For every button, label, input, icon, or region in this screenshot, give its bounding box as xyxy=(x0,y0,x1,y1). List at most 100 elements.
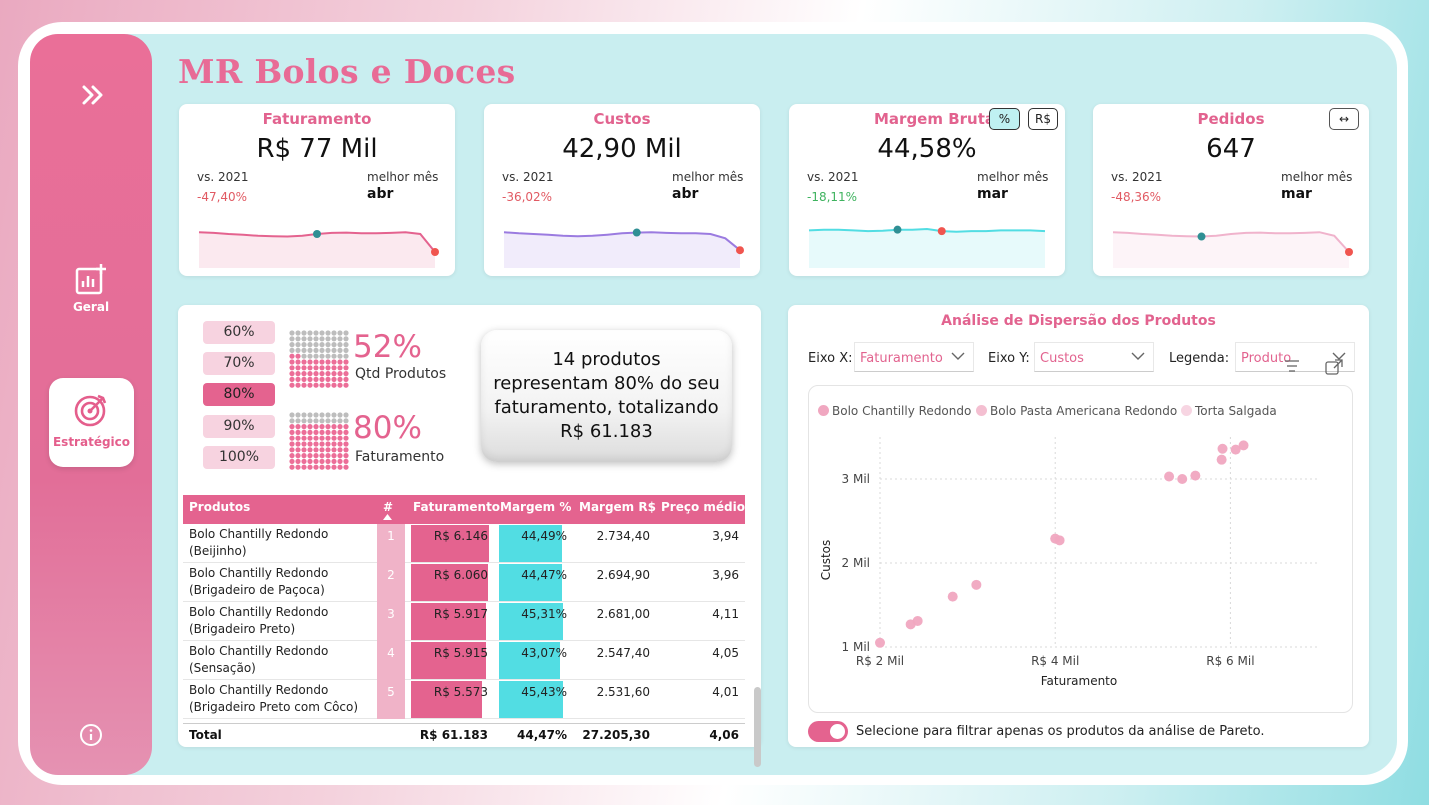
table-row[interactable]: Bolo Chantilly Redondo (Sensação) 4 R$ 5… xyxy=(183,641,745,680)
waffle-dot xyxy=(331,424,337,430)
waffle-dot xyxy=(337,447,343,453)
page-title: MR Bolos e Doces xyxy=(178,52,516,91)
waffle-dot xyxy=(295,347,301,353)
pareto-option-90[interactable]: 90% xyxy=(203,415,275,438)
scatter-point[interactable] xyxy=(1190,470,1201,481)
legend-item[interactable]: Bolo Pasta Americana Redondo xyxy=(976,404,1177,418)
cell-faturamento: R$ 5.917 xyxy=(433,607,488,621)
focus-mode-icon[interactable] xyxy=(1324,358,1344,376)
waffle-dot xyxy=(289,412,295,418)
waffle-dot xyxy=(319,336,325,342)
waffle-dot xyxy=(337,359,343,365)
scatter-point[interactable] xyxy=(1164,471,1175,482)
column-header-preco-medio[interactable]: Preço médio xyxy=(661,500,745,514)
waffle-dot xyxy=(313,412,319,418)
waffle-dot xyxy=(295,418,301,424)
cell-margem-rs: 2.694,90 xyxy=(596,568,650,582)
table-row[interactable]: Bolo Chantilly Redondo (Beijinho) 1 R$ 6… xyxy=(183,524,745,563)
cell-faturamento: R$ 6.060 xyxy=(433,568,488,582)
column-header-faturamento[interactable]: Faturamento xyxy=(413,500,501,514)
waffle-dot xyxy=(295,342,301,348)
waffle-dot xyxy=(313,342,319,348)
waffle-dot xyxy=(289,342,295,348)
waffle-dot xyxy=(289,453,295,459)
waffle-dot xyxy=(307,441,313,447)
kpi-best-label: melhor mês xyxy=(1281,170,1353,184)
kpi-value: R$ 77 Mil xyxy=(256,134,378,164)
column-header-rank[interactable]: # xyxy=(383,500,394,514)
margem-bar xyxy=(499,564,562,601)
waffle-dot xyxy=(307,376,313,382)
waffle-dot xyxy=(301,347,307,353)
table-row[interactable]: Bolo Chantilly Redondo (Brigadeiro Preto… xyxy=(183,680,745,719)
legend-dot xyxy=(976,405,987,416)
pareto-option-70[interactable]: 70% xyxy=(203,352,275,375)
percent-toggle-button[interactable]: % xyxy=(989,108,1020,130)
waffle-faturamento xyxy=(289,412,349,470)
currency-toggle-button[interactable]: R$ xyxy=(1028,108,1058,130)
waffle-dot xyxy=(343,412,349,418)
swap-arrows-icon[interactable]: ↔ xyxy=(1329,108,1359,130)
legenda-label: Legenda: xyxy=(1169,351,1230,366)
column-header-produtos[interactable]: Produtos xyxy=(189,500,251,514)
scatter-point[interactable] xyxy=(971,579,982,590)
table-row[interactable]: Bolo Chantilly Redondo (Brigadeiro de Pa… xyxy=(183,563,745,602)
column-header-margem-pct[interactable]: Margem % xyxy=(500,500,572,514)
eixo-x-dropdown[interactable]: Faturamento xyxy=(854,342,974,372)
waffle-dot xyxy=(289,359,295,365)
cell-produto: Bolo Chantilly Redondo (Sensação) xyxy=(189,644,329,675)
eixo-y-value: Custos xyxy=(1040,351,1084,366)
waffle-dot xyxy=(295,353,301,359)
scatter-chart: 1 Mil 2 Mil 3 Mil R$ 2 Mil R$ 4 Mil R$ 6 Mil F… xyxy=(819,437,1318,688)
legend-item[interactable]: Torta Salgada xyxy=(1181,404,1277,418)
table-row[interactable]: Bolo Chantilly Redondo (Brigadeiro Preto… xyxy=(183,602,745,641)
sidebar-item-geral[interactable]: Geral xyxy=(72,300,110,314)
column-header-margem-rs[interactable]: Margem R$ xyxy=(579,500,656,514)
double-chevron-right-icon[interactable] xyxy=(78,82,108,108)
legend-item[interactable]: Bolo Chantilly Redondo xyxy=(818,404,971,418)
kpi-card-margem-bruta[interactable]: Margem Bruta % R$ 44,58% vs. 2021 -18,11… xyxy=(789,104,1065,276)
pareto-option-60[interactable]: 60% xyxy=(203,321,275,344)
legend-dot xyxy=(1181,405,1192,416)
faturamento-bar xyxy=(411,681,482,718)
info-icon[interactable] xyxy=(79,723,103,747)
eixo-y-dropdown[interactable]: Custos xyxy=(1034,342,1154,372)
waffle-dot xyxy=(289,441,295,447)
waffle-dot xyxy=(325,418,331,424)
waffle-dot xyxy=(331,330,337,336)
cell-produto: Bolo Chantilly Redondo (Beijinho) xyxy=(189,527,329,558)
cell-margem-pct: 44,47% xyxy=(521,568,567,582)
kpi-card-custos[interactable]: Custos 42,90 Mil vs. 2021 -36,02% melhor… xyxy=(484,104,760,276)
kpi-best-label: melhor mês xyxy=(367,170,439,184)
waffle-dot xyxy=(295,371,301,377)
sidebar-item-estrategico[interactable]: Estratégico xyxy=(49,378,134,467)
pareto-option-100[interactable]: 100% xyxy=(203,446,275,469)
scatter-point[interactable] xyxy=(947,591,958,602)
filter-lines-icon[interactable] xyxy=(1283,358,1301,374)
pareto-filter-toggle[interactable] xyxy=(808,721,848,742)
chevron-down-icon xyxy=(1131,352,1145,360)
kpi-card-pedidos[interactable]: Pedidos ↔ 647 vs. 2021 -48,36% melhor mê… xyxy=(1093,104,1369,276)
scatter-point[interactable] xyxy=(1054,535,1065,546)
waffle-dot xyxy=(313,382,319,388)
table-scrollbar[interactable] xyxy=(754,687,761,767)
pareto-option-80[interactable]: 80% xyxy=(203,383,275,406)
waffle-dot xyxy=(301,429,307,435)
scatter-point[interactable] xyxy=(1230,444,1241,455)
scatter-point[interactable] xyxy=(875,637,885,648)
chevron-down-icon xyxy=(951,352,965,360)
kpi-card-faturamento[interactable]: Faturamento R$ 77 Mil vs. 2021 -47,40% m… xyxy=(179,104,455,276)
waffle-dot xyxy=(337,336,343,342)
x-tick-label: R$ 4 Mil xyxy=(1031,654,1079,668)
waffle-dot xyxy=(325,330,331,336)
scatter-point[interactable] xyxy=(912,615,923,626)
waffle-dot xyxy=(289,458,295,464)
chart-plus-icon[interactable] xyxy=(74,263,108,297)
kpi-vs-label: vs. 2021 xyxy=(807,170,859,184)
scatter-point[interactable] xyxy=(1238,440,1249,451)
best-month-marker xyxy=(893,225,902,234)
scatter-point[interactable] xyxy=(1216,454,1227,465)
scatter-point[interactable] xyxy=(1217,443,1228,454)
cell-margem-pct: 44,49% xyxy=(521,529,567,543)
scatter-point[interactable] xyxy=(1177,474,1188,484)
